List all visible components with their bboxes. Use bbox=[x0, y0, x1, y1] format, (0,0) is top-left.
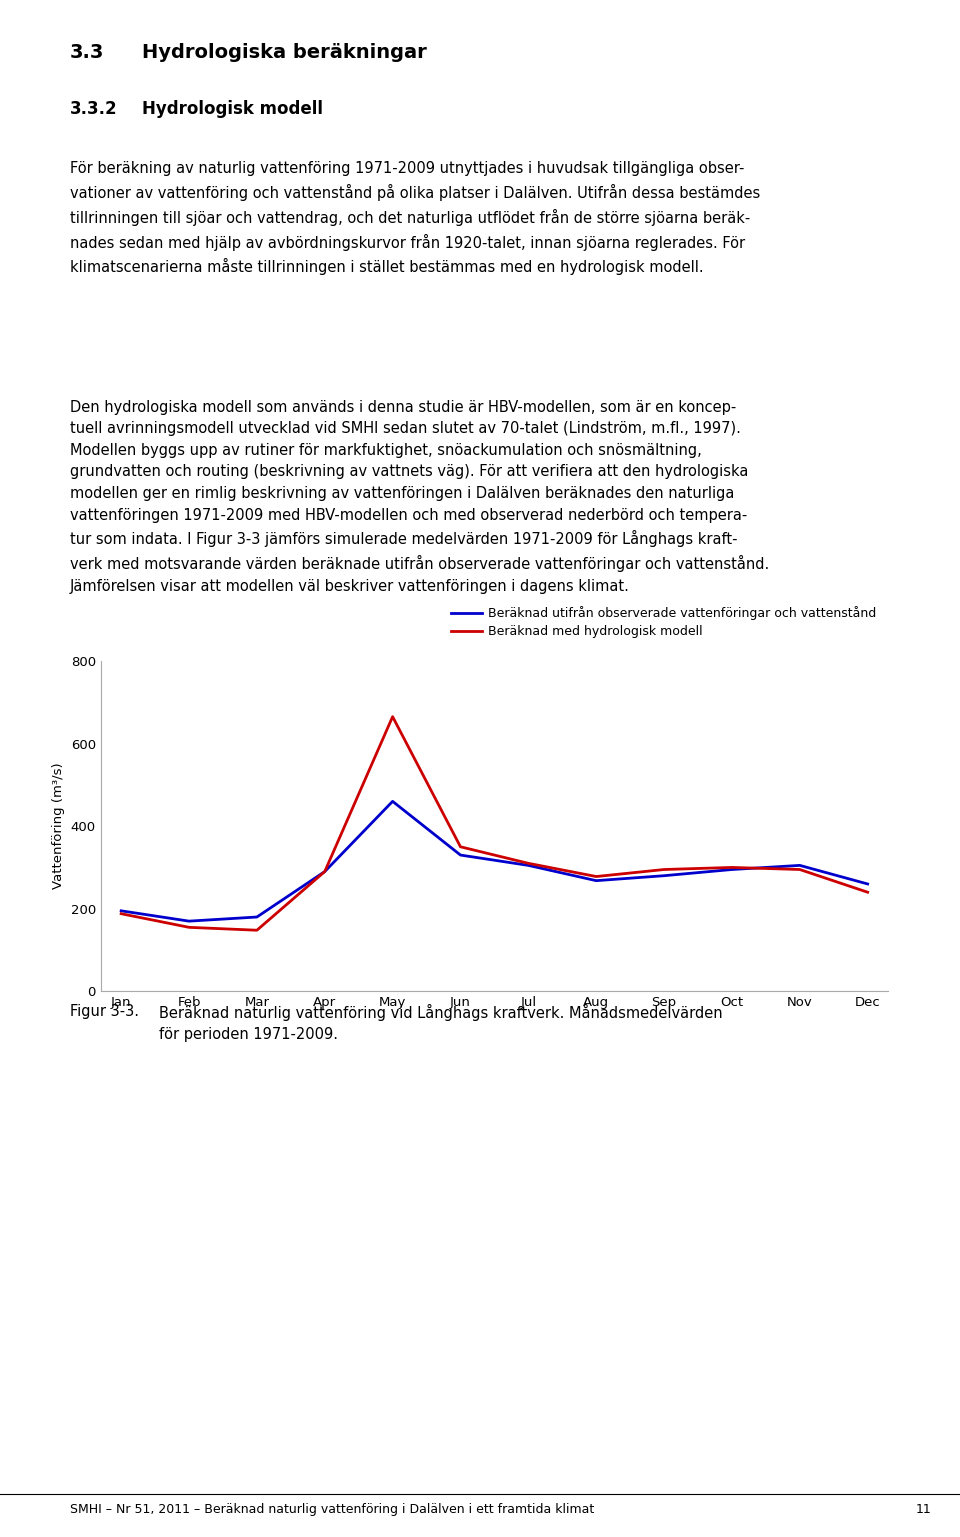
Text: Hydrologiska beräkningar: Hydrologiska beräkningar bbox=[142, 43, 427, 61]
Text: Beräknad naturlig vattenföring vid Långhags kraftverk. Månadsmedelvärden
för per: Beräknad naturlig vattenföring vid Långh… bbox=[159, 1004, 723, 1042]
Legend: Beräknad utifrån observerade vattenföringar och vattenstånd, Beräknad med hydrol: Beräknad utifrån observerade vattenförin… bbox=[446, 601, 881, 642]
Text: 3.3.2: 3.3.2 bbox=[70, 100, 118, 118]
Text: Hydrologisk modell: Hydrologisk modell bbox=[142, 100, 324, 118]
Text: 3.3: 3.3 bbox=[70, 43, 105, 61]
Text: SMHI – Nr 51, 2011 – Beräknad naturlig vattenföring i Dalälven i ett framtida kl: SMHI – Nr 51, 2011 – Beräknad naturlig v… bbox=[70, 1503, 594, 1515]
Text: Figur 3-3.: Figur 3-3. bbox=[70, 1004, 139, 1019]
Text: 11: 11 bbox=[916, 1503, 931, 1515]
Text: Den hydrologiska modell som används i denna studie är HBV-modellen, som är en ko: Den hydrologiska modell som används i de… bbox=[70, 400, 769, 593]
Text: För beräkning av naturlig vattenföring 1971-2009 utnyttjades i huvudsak tillgäng: För beräkning av naturlig vattenföring 1… bbox=[70, 161, 760, 275]
Y-axis label: Vattenföring (m³/s): Vattenföring (m³/s) bbox=[52, 762, 65, 890]
